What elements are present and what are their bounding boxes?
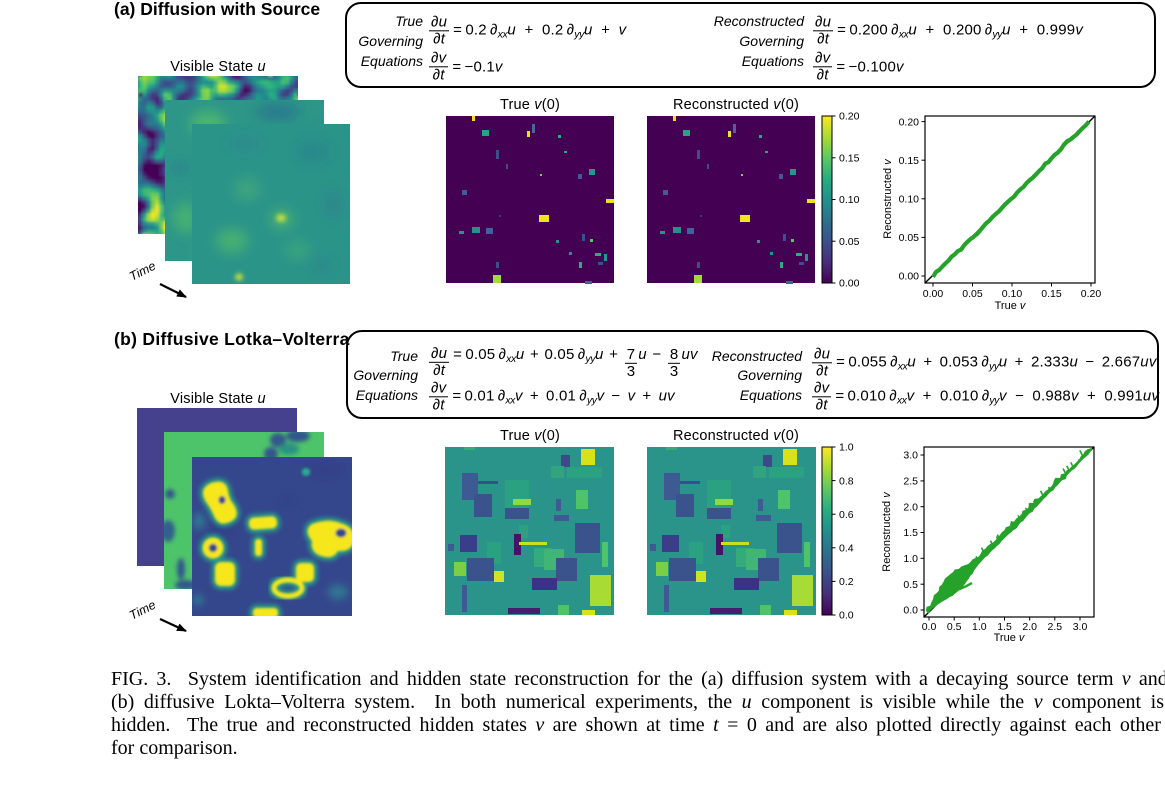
svg-text:0.2: 0.2 <box>839 576 854 588</box>
svg-text:0.20: 0.20 <box>839 111 860 123</box>
svg-text:0.0: 0.0 <box>922 621 937 633</box>
svg-text:Visible State u: Visible State u <box>170 391 265 407</box>
svg-text:0.15: 0.15 <box>1041 288 1062 300</box>
svg-text:True v(0): True v(0) <box>500 428 560 444</box>
svg-text:True v(0): True v(0) <box>500 97 560 113</box>
svg-text:0.00: 0.00 <box>839 278 860 290</box>
svg-text:Time: Time <box>127 598 158 623</box>
svg-text:1.5: 1.5 <box>997 621 1012 633</box>
svg-text:Reconstructed v(0): Reconstructed v(0) <box>673 97 799 113</box>
svg-text:Time: Time <box>127 259 158 284</box>
svg-text:1.5: 1.5 <box>903 527 918 539</box>
svg-text:2.5: 2.5 <box>1047 621 1062 633</box>
svg-text:Reconstructed v(0): Reconstructed v(0) <box>673 428 799 444</box>
svg-text:0.05: 0.05 <box>962 288 983 300</box>
svg-text:0.05: 0.05 <box>839 236 860 248</box>
svg-text:1.0: 1.0 <box>839 442 854 454</box>
svg-text:0.20: 0.20 <box>1081 288 1102 300</box>
svg-text:0.10: 0.10 <box>839 194 860 206</box>
svg-text:0.15: 0.15 <box>839 152 860 164</box>
svg-text:0.00: 0.00 <box>899 271 920 283</box>
svg-text:0.6: 0.6 <box>839 509 854 521</box>
svg-text:0.0: 0.0 <box>839 610 854 622</box>
svg-text:0.15: 0.15 <box>899 155 920 167</box>
svg-text:0.4: 0.4 <box>839 543 854 555</box>
svg-text:0.10: 0.10 <box>1002 288 1023 300</box>
svg-text:3.0: 3.0 <box>1073 621 1088 633</box>
svg-text:Reconstructed v: Reconstructed v <box>882 158 894 239</box>
svg-text:Visible State u: Visible State u <box>170 59 265 75</box>
svg-text:0.8: 0.8 <box>839 475 854 487</box>
svg-text:True v: True v <box>994 632 1026 644</box>
svg-text:3.0: 3.0 <box>903 450 918 462</box>
svg-text:2.5: 2.5 <box>903 476 918 488</box>
svg-text:0.00: 0.00 <box>923 288 944 300</box>
svg-text:0.05: 0.05 <box>899 232 920 244</box>
svg-text:0.0: 0.0 <box>903 605 918 617</box>
svg-text:True v: True v <box>995 300 1027 312</box>
svg-text:Reconstructed v: Reconstructed v <box>881 491 893 572</box>
svg-text:0.10: 0.10 <box>899 194 920 206</box>
svg-text:0.20: 0.20 <box>899 116 920 128</box>
svg-text:2.0: 2.0 <box>903 501 918 513</box>
svg-text:0.5: 0.5 <box>903 579 918 591</box>
svg-text:1.0: 1.0 <box>903 553 918 565</box>
svg-text:2.0: 2.0 <box>1022 621 1037 633</box>
svg-text:1.0: 1.0 <box>972 621 987 633</box>
svg-text:0.5: 0.5 <box>947 621 962 633</box>
